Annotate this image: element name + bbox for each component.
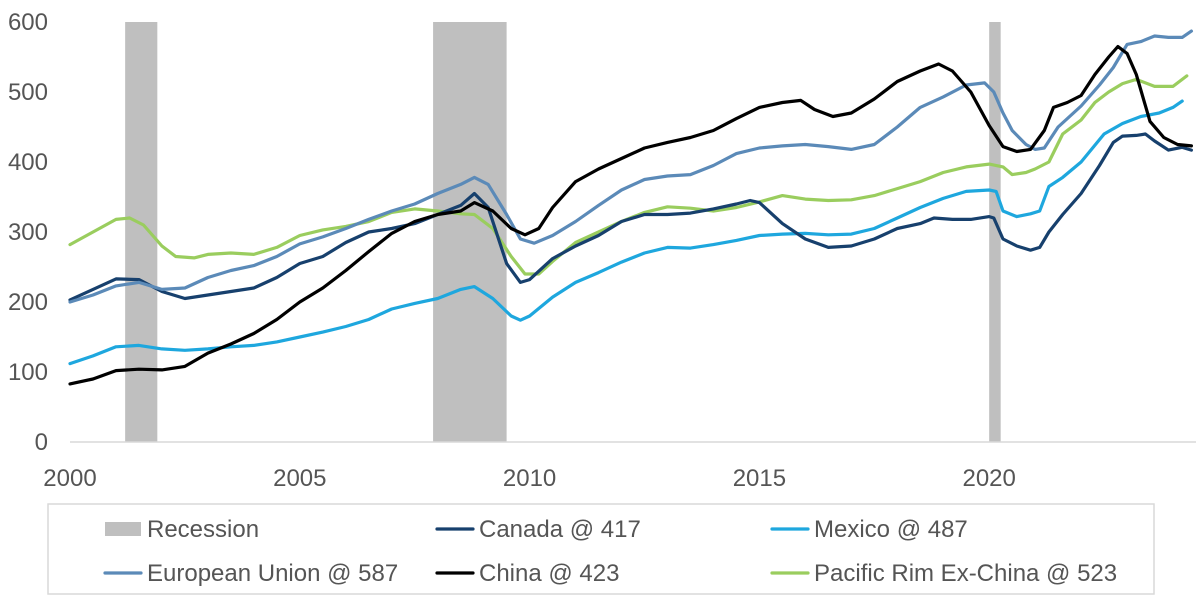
series-line-china — [68, 44, 1193, 386]
recession-band — [989, 22, 1001, 442]
x-tick-label: 2020 — [962, 465, 1015, 492]
y-tick-label: 100 — [8, 359, 48, 386]
legend-swatch-recession — [105, 522, 141, 536]
legend-label-mexico: Mexico @ 487 — [814, 516, 968, 543]
x-tick-labels: 2000 2005 2010 2015 2020 — [43, 465, 1016, 492]
y-tick-label: 300 — [8, 219, 48, 246]
legend-label-pacific: Pacific Rim Ex-China @ 523 — [814, 560, 1117, 587]
series-line-mexico — [68, 99, 1184, 366]
x-tick-label: 2000 — [43, 465, 96, 492]
recession-band — [125, 22, 158, 442]
y-tick-label: 200 — [8, 289, 48, 316]
series-line-eu — [68, 29, 1193, 304]
legend-box — [47, 503, 1155, 595]
series-line-canada — [68, 132, 1193, 302]
legend-label-canada: Canada @ 417 — [479, 516, 641, 543]
legend-label-china: China @ 423 — [479, 560, 619, 587]
legend: Recession Canada @ 417 Mexico @ 487 Europea… — [47, 503, 1155, 595]
x-tick-label: 2005 — [273, 465, 326, 492]
x-tick-label: 2010 — [503, 465, 556, 492]
legend-label-recession: Recession — [147, 516, 259, 543]
y-tick-label: 600 — [8, 9, 48, 36]
y-tick-label: 0 — [35, 429, 48, 456]
series-lines — [68, 29, 1193, 386]
series-line-pacific — [68, 74, 1189, 276]
legend-label-eu: European Union @ 587 — [147, 560, 398, 587]
y-tick-labels: 0 100 200 300 400 500 600 — [8, 9, 48, 456]
y-tick-label: 500 — [8, 79, 48, 106]
x-tick-label: 2015 — [733, 465, 786, 492]
y-tick-label: 400 — [8, 149, 48, 176]
recession-bands — [125, 22, 1001, 442]
